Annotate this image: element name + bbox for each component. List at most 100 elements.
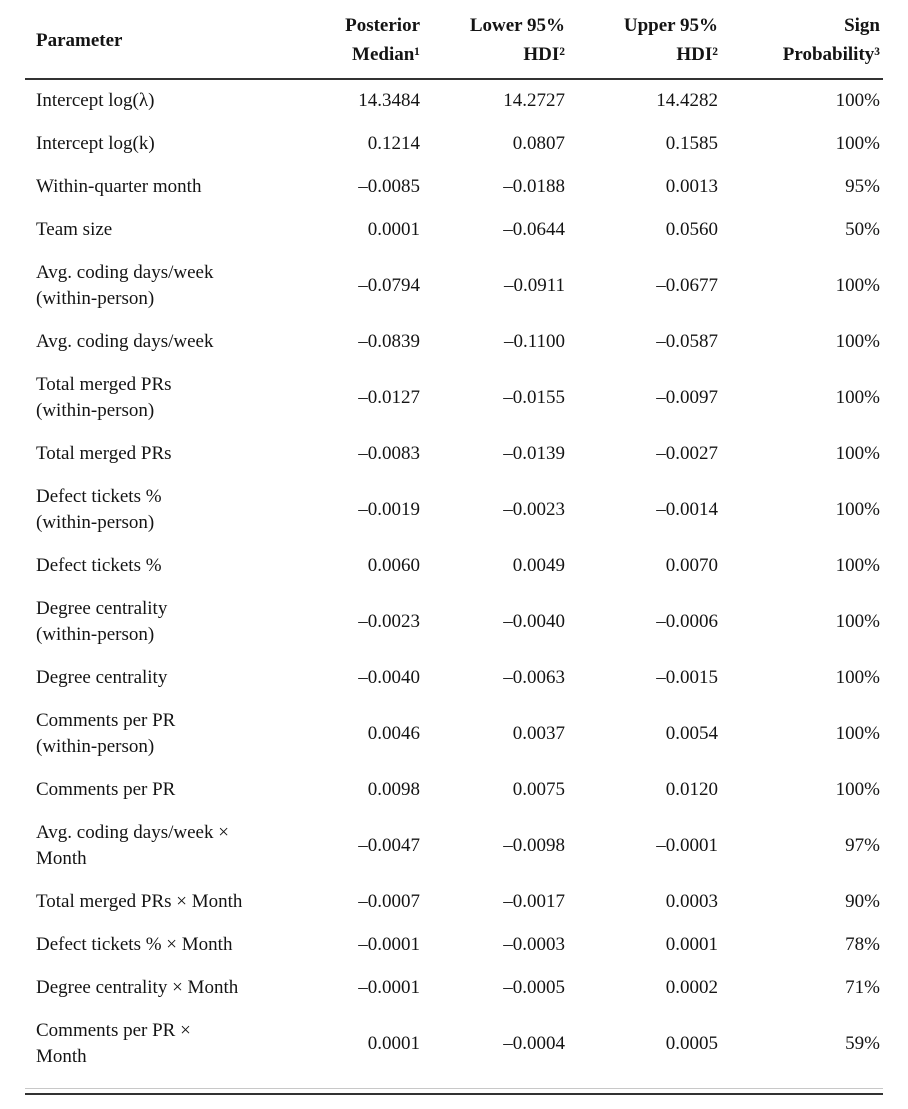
cell-upper-hdi: 14.4282 [656,90,718,111]
table-row: Defect tickets % × Month –0.0001 –0.0003… [25,924,883,967]
cell-upper-hdi: 0.1585 [665,133,718,154]
cell-upper-hdi: 0.0003 [665,891,718,912]
cell-sign-probability: 100% [835,443,880,464]
cell-parameter: Total merged PRs [36,443,172,464]
table-header: Parameter Posterior Median¹ Lower 95% HD… [25,0,883,80]
cell-posterior-median: 0.0098 [367,779,420,800]
col-header-parameter: Parameter [25,0,315,80]
cell-upper-hdi: –0.0097 [656,387,718,408]
cell-lower-hdi: –0.0040 [503,611,565,632]
cell-parameter: Comments per PR [36,779,176,800]
table-row: Avg. coding days/week –0.0839 –0.1100 –0… [25,321,883,364]
cell-upper-hdi: 0.0120 [665,779,718,800]
cell-parameter: Comments per PR × Month [36,1020,191,1067]
cell-parameter: Intercept log(k) [36,133,155,154]
cell-posterior-median: –0.0083 [358,443,420,464]
cell-sign-probability: 100% [835,387,880,408]
cell-upper-hdi: –0.0677 [656,275,718,296]
cell-parameter: Total merged PRs × Month [36,891,243,912]
cell-posterior-median: –0.0085 [358,176,420,197]
cell-sign-probability: 100% [835,667,880,688]
cell-lower-hdi: 0.0037 [512,723,565,744]
table-row: Avg. coding days/week (within-person) –0… [25,252,883,321]
cell-posterior-median: 0.1214 [367,133,420,154]
cell-upper-hdi: –0.0001 [656,835,718,856]
cell-parameter: Degree centrality (within-person) [36,598,168,645]
cell-parameter: Intercept log(λ) [36,90,155,111]
cell-posterior-median: –0.0127 [358,387,420,408]
cell-lower-hdi: –0.0017 [503,891,565,912]
cell-lower-hdi: –0.0139 [503,443,565,464]
table-row: Degree centrality –0.0040 –0.0063 –0.001… [25,657,883,700]
cell-posterior-median: –0.0023 [358,611,420,632]
cell-lower-hdi: –0.0004 [503,1033,565,1054]
table-row: Total merged PRs × Month –0.0007 –0.0017… [25,881,883,924]
cell-lower-hdi: –0.0155 [503,387,565,408]
cell-parameter: Within-quarter month [36,176,202,197]
parameters-table: Parameter Posterior Median¹ Lower 95% HD… [25,0,883,1079]
cell-upper-hdi: –0.0027 [656,443,718,464]
cell-posterior-median: –0.0839 [358,331,420,352]
col-header-posterior-median: Posterior Median¹ [315,0,420,80]
table-bottom-rule-light [25,1088,883,1089]
cell-sign-probability: 100% [835,723,880,744]
cell-sign-probability: 100% [835,275,880,296]
cell-posterior-median: –0.0019 [358,499,420,520]
table-row: Team size 0.0001 –0.0644 0.0560 50% [25,209,883,252]
cell-lower-hdi: 14.2727 [503,90,565,111]
table-bottom-rule-dark [25,1093,883,1095]
cell-upper-hdi: 0.0013 [665,176,718,197]
cell-upper-hdi: 0.0560 [665,219,718,240]
cell-sign-probability: 90% [845,891,880,912]
cell-sign-probability: 100% [835,499,880,520]
cell-lower-hdi: –0.0098 [503,835,565,856]
cell-sign-probability: 95% [845,176,880,197]
cell-sign-probability: 100% [835,779,880,800]
cell-parameter: Defect tickets % (within-person) [36,486,162,533]
table-row: Avg. coding days/week × Month –0.0047 –0… [25,812,883,881]
cell-lower-hdi: 0.0049 [512,555,565,576]
table-row: Degree centrality (within-person) –0.002… [25,588,883,657]
col-header-sign-probability: Sign Probability³ [718,0,883,80]
cell-sign-probability: 100% [835,331,880,352]
table-row: Within-quarter month –0.0085 –0.0188 0.0… [25,166,883,209]
col-header-lower-hdi: Lower 95% HDI² [420,0,565,80]
cell-sign-probability: 100% [835,555,880,576]
cell-upper-hdi: 0.0054 [665,723,718,744]
cell-posterior-median: –0.0047 [358,835,420,856]
table-row: Intercept log(λ) 14.3484 14.2727 14.4282… [25,79,883,123]
cell-parameter: Avg. coding days/week (within-person) [36,262,214,309]
table-row: Comments per PR 0.0098 0.0075 0.0120 100… [25,769,883,812]
cell-parameter: Avg. coding days/week × Month [36,822,229,869]
cell-posterior-median: –0.0001 [358,977,420,998]
table-row: Intercept log(k) 0.1214 0.0807 0.1585 10… [25,123,883,166]
table-row: Total merged PRs –0.0083 –0.0139 –0.0027… [25,433,883,476]
results-table-region: Parameter Posterior Median¹ Lower 95% HD… [25,0,883,1095]
cell-upper-hdi: 0.0002 [665,977,718,998]
cell-sign-probability: 78% [845,934,880,955]
cell-sign-probability: 97% [845,835,880,856]
cell-parameter: Avg. coding days/week [36,331,214,352]
cell-posterior-median: 14.3484 [358,90,420,111]
cell-upper-hdi: –0.0014 [656,499,718,520]
cell-posterior-median: 0.0001 [367,1033,420,1054]
cell-lower-hdi: 0.0075 [512,779,565,800]
cell-parameter: Degree centrality [36,667,168,688]
cell-upper-hdi: 0.0070 [665,555,718,576]
cell-posterior-median: –0.0794 [358,275,420,296]
cell-lower-hdi: –0.1100 [503,331,565,352]
cell-parameter: Defect tickets % × Month [36,934,233,955]
cell-sign-probability: 100% [835,133,880,154]
cell-posterior-median: 0.0046 [367,723,420,744]
table-body: Intercept log(λ) 14.3484 14.2727 14.4282… [25,79,883,1079]
header-row: Parameter Posterior Median¹ Lower 95% HD… [25,0,883,80]
table-row: Defect tickets % (within-person) –0.0019… [25,476,883,545]
cell-parameter: Degree centrality × Month [36,977,239,998]
cell-posterior-median: –0.0007 [358,891,420,912]
cell-lower-hdi: –0.0911 [503,275,565,296]
table-row: Defect tickets % 0.0060 0.0049 0.0070 10… [25,545,883,588]
table-row: Degree centrality × Month –0.0001 –0.000… [25,967,883,1010]
cell-parameter: Team size [36,219,113,240]
cell-lower-hdi: –0.0005 [503,977,565,998]
